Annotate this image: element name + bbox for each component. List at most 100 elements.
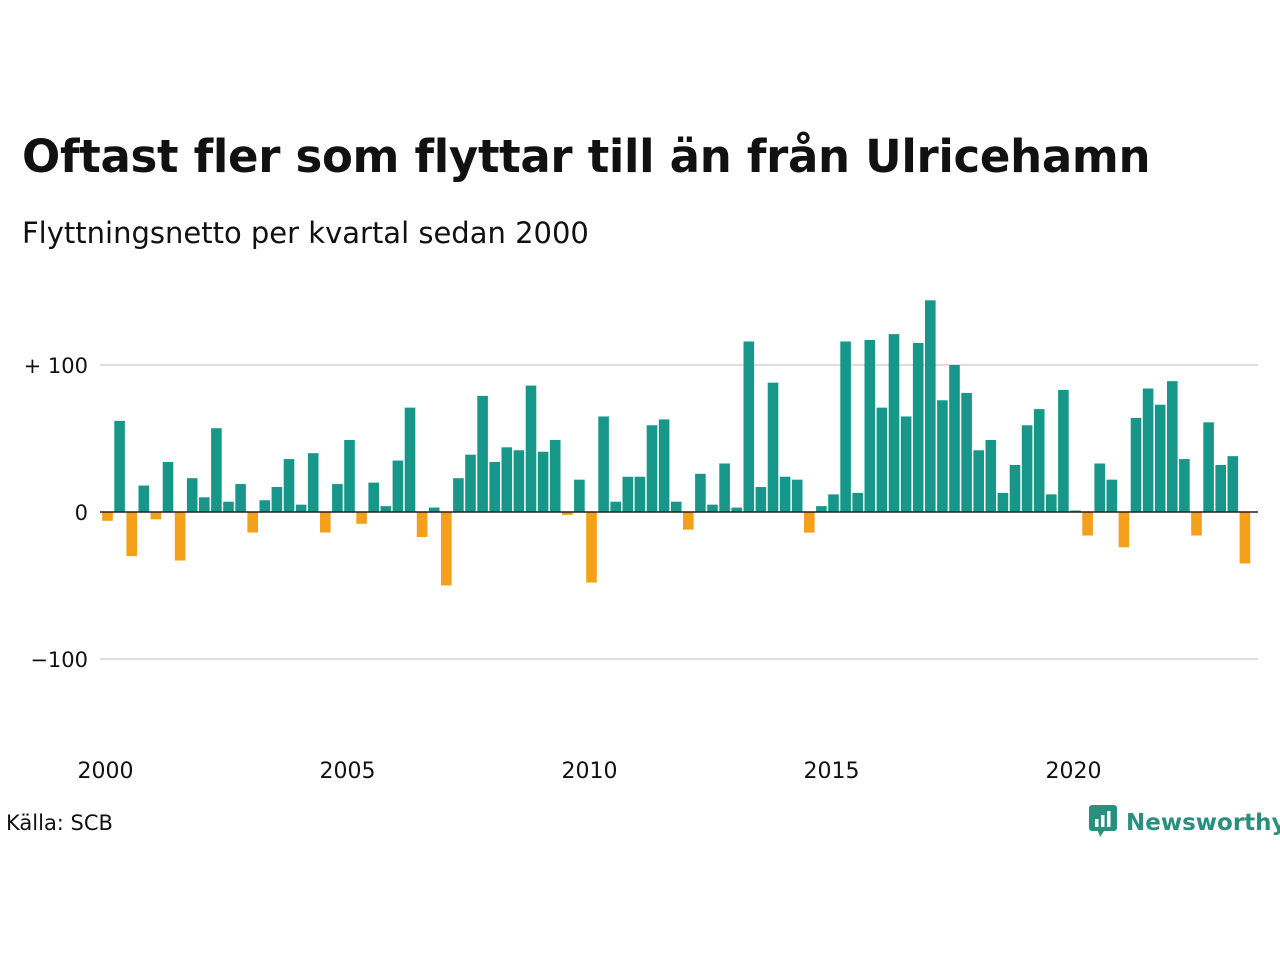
bar	[973, 450, 984, 512]
bar	[332, 484, 343, 512]
bar	[840, 341, 851, 512]
x-tick-label: 2010	[562, 759, 618, 784]
bar	[804, 512, 815, 533]
bar	[356, 512, 367, 524]
bar	[586, 512, 597, 583]
bar	[1058, 389, 1069, 512]
bar	[1215, 464, 1226, 512]
brand-name: Newsworthy	[1126, 810, 1280, 836]
bar	[404, 407, 416, 512]
y-tick-labels: + 100 0 −100	[24, 354, 88, 672]
bar	[864, 340, 876, 512]
bar	[525, 385, 537, 512]
bar	[828, 494, 839, 512]
bar	[985, 439, 997, 512]
bar	[1033, 409, 1045, 512]
bar	[477, 395, 488, 512]
bar	[368, 482, 379, 512]
bar	[1203, 422, 1214, 512]
bar	[247, 512, 258, 533]
bar	[961, 392, 972, 512]
bar	[489, 462, 500, 512]
bar	[453, 478, 464, 512]
bar	[199, 497, 210, 512]
bar	[1130, 417, 1142, 512]
bar	[1167, 381, 1178, 512]
bar	[925, 300, 936, 512]
bar	[1179, 459, 1190, 512]
bar	[344, 439, 355, 512]
chart-title: Oftast fler som flyttar till än från Ulr…	[22, 130, 1151, 183]
bar	[670, 501, 682, 512]
x-tick-labels: 2000 2005 2010 2015 2020	[78, 759, 1102, 784]
bar	[271, 487, 283, 512]
bar	[646, 425, 658, 512]
bar	[816, 506, 827, 512]
bar	[320, 512, 331, 533]
bar	[392, 460, 404, 512]
bar	[1106, 479, 1118, 512]
source-note: Källa: SCB	[6, 811, 113, 835]
bar	[235, 484, 246, 512]
bar	[416, 512, 428, 537]
bar	[634, 476, 646, 512]
bar	[755, 487, 767, 512]
bar	[441, 512, 452, 586]
bar	[537, 451, 549, 512]
bar	[1118, 512, 1130, 548]
bar	[1009, 464, 1021, 512]
bar	[1154, 404, 1166, 512]
y-tick-label: + 100	[24, 354, 88, 378]
bar	[428, 507, 440, 512]
bar	[574, 479, 585, 512]
bar	[562, 512, 573, 515]
bar	[211, 428, 222, 512]
bar	[259, 500, 271, 512]
bar	[102, 512, 113, 521]
bar	[683, 512, 694, 530]
bar	[779, 476, 791, 512]
x-tick-label: 2015	[804, 759, 860, 784]
bar	[174, 512, 186, 561]
bar	[150, 512, 162, 520]
bar	[295, 504, 307, 512]
bar	[1046, 494, 1057, 512]
bar	[888, 334, 900, 512]
grid-lines	[100, 364, 1258, 660]
x-tick-label: 2000	[78, 759, 134, 784]
bar	[1142, 388, 1154, 512]
bar	[610, 501, 621, 512]
y-tick-label: −100	[30, 648, 88, 672]
bar	[1094, 463, 1105, 512]
bar	[283, 459, 295, 512]
bar	[1227, 456, 1239, 512]
bar	[126, 512, 137, 557]
bar	[513, 450, 525, 512]
bar	[114, 420, 125, 512]
bar	[1082, 512, 1093, 536]
bar	[186, 478, 198, 512]
bar	[307, 453, 319, 512]
bar	[900, 416, 912, 512]
x-tick-label: 2005	[320, 759, 376, 784]
bar	[949, 365, 960, 512]
bar	[598, 416, 609, 512]
bar	[622, 476, 634, 512]
bar	[695, 473, 706, 512]
bar	[707, 504, 718, 512]
bar	[1021, 425, 1033, 512]
bar	[549, 439, 561, 512]
bar	[658, 419, 670, 512]
bar	[731, 507, 742, 512]
bar	[743, 341, 755, 512]
newsworthy-logo[interactable]: Newsworthy	[1088, 804, 1280, 842]
bar	[380, 506, 392, 512]
bar	[138, 485, 150, 512]
chart-subtitle: Flyttningsnetto per kvartal sedan 2000	[22, 216, 589, 250]
bar	[465, 454, 476, 512]
bar	[997, 492, 1009, 512]
bar	[912, 342, 924, 512]
bar	[719, 463, 730, 512]
bar	[1239, 512, 1251, 564]
